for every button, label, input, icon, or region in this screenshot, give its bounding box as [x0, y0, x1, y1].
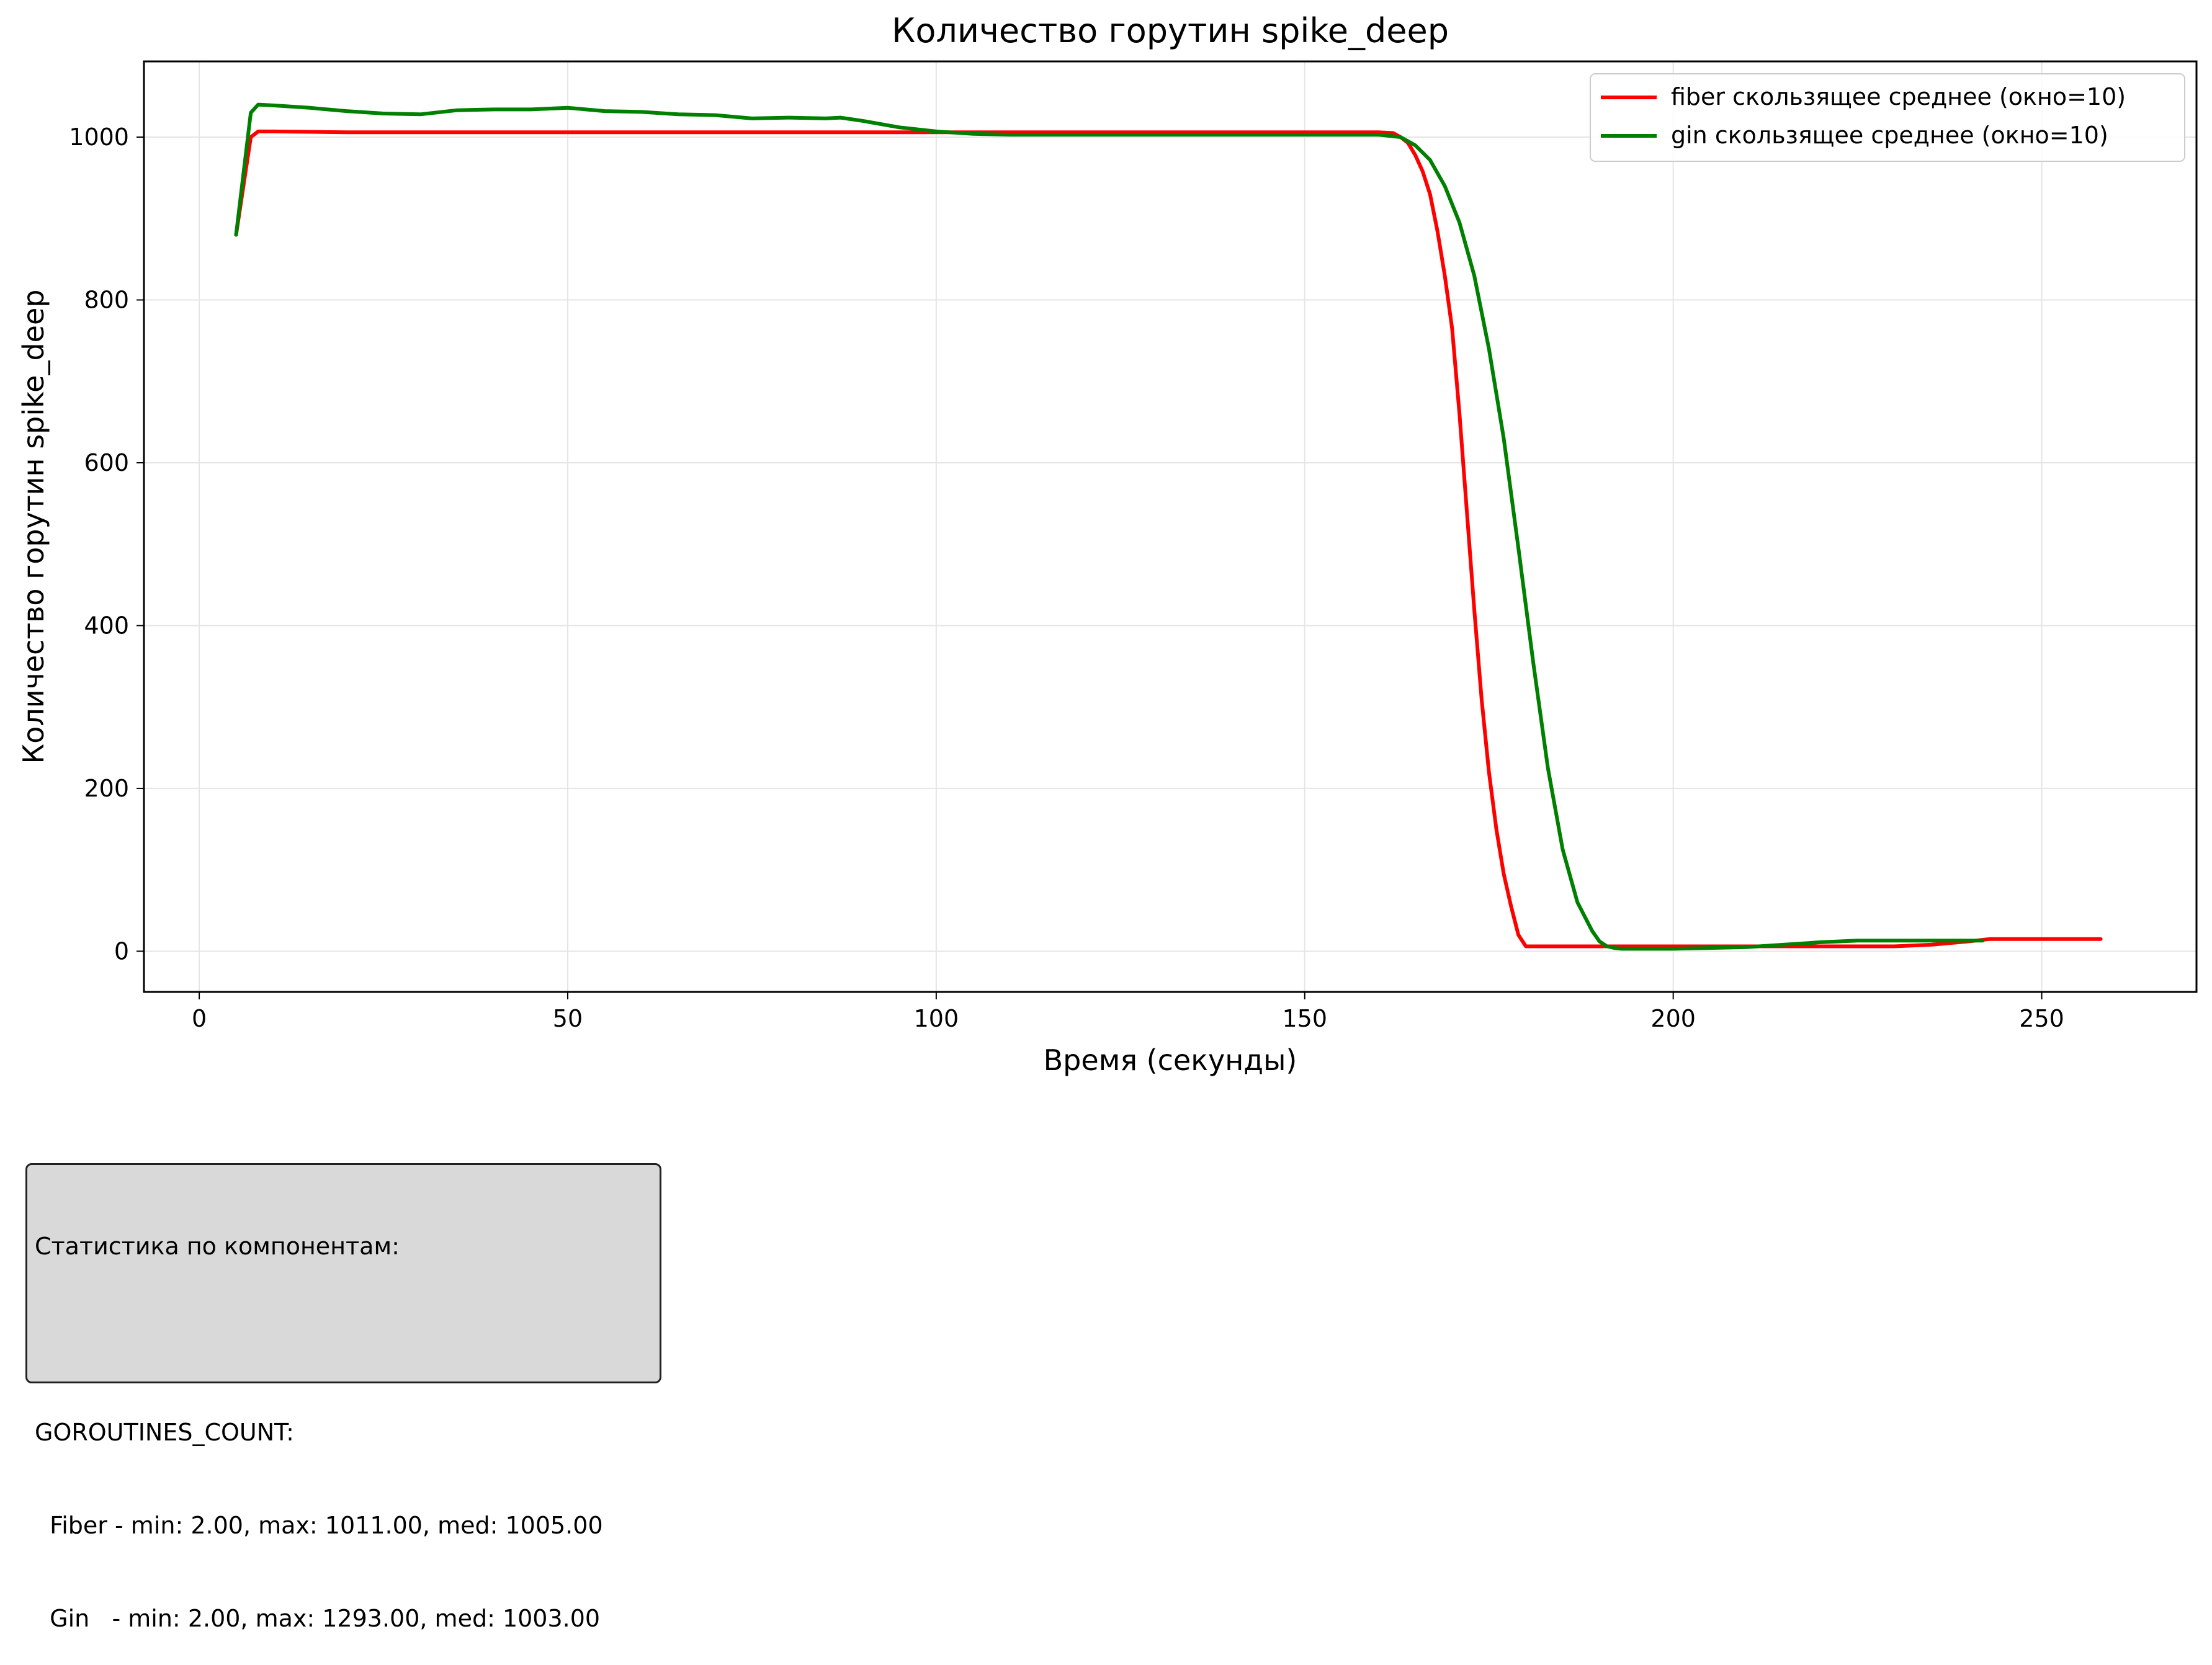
legend: fiber скользящее среднее (окно=10) gin с…: [1590, 73, 2185, 162]
plot-frame: [143, 60, 2198, 993]
series-line-gin: [234, 102, 1985, 951]
x-tick-label: 0: [192, 1005, 207, 1032]
x-tick-label: 150: [1283, 1005, 1328, 1032]
y-tick-label: 0: [114, 937, 129, 965]
x-tick-label: 250: [2019, 1005, 2064, 1032]
legend-label-gin: gin скользящее среднее (окно=10): [1671, 122, 2108, 149]
grid: [144, 61, 2196, 992]
y-tick-label: 200: [84, 775, 129, 802]
stats-heading: Статистика по компонентам:: [35, 1233, 400, 1260]
series-line-fiber: [234, 129, 2103, 949]
y-axis-label: Количество горутин spike_deep: [17, 290, 50, 764]
y-tick-label: 800: [84, 287, 129, 314]
stats-box: Статистика по компонентам: GOROUTINES_CO…: [25, 1163, 661, 1632]
y-tick-label: 1000: [69, 123, 129, 151]
x-tick-label: 200: [1650, 1005, 1696, 1032]
legend-frame: [1590, 73, 2185, 162]
stats-blank-line: [35, 1324, 652, 1355]
line-chart: Количество горутин spike_deep 0 50 100 150 2…: [17, 11, 2198, 1077]
stats-fiber-line: Fiber - min: 2.00, max: 1011.00, med: 10…: [35, 1512, 603, 1539]
chart-title: Количество горутин spike_deep: [892, 11, 1449, 50]
legend-label-fiber: fiber скользящее среднее (окно=10): [1671, 83, 2126, 110]
stats-metric-name: GOROUTINES_COUNT:: [35, 1419, 294, 1446]
plot-area-series: [234, 102, 2103, 951]
x-tick-label: 50: [553, 1005, 583, 1032]
x-axis-label: Время (секунды): [1044, 1043, 1297, 1077]
y-tick-label: 600: [84, 449, 129, 476]
y-tick-label: 400: [84, 612, 129, 639]
x-tick-label: 100: [914, 1005, 959, 1032]
axis-ticks: 0 50 100 150 200 250 0 200 400 600 800 1000: [69, 123, 2064, 1032]
stats-gin-line: Gin - min: 2.00, max: 1293.00, med: 1003…: [35, 1605, 601, 1632]
